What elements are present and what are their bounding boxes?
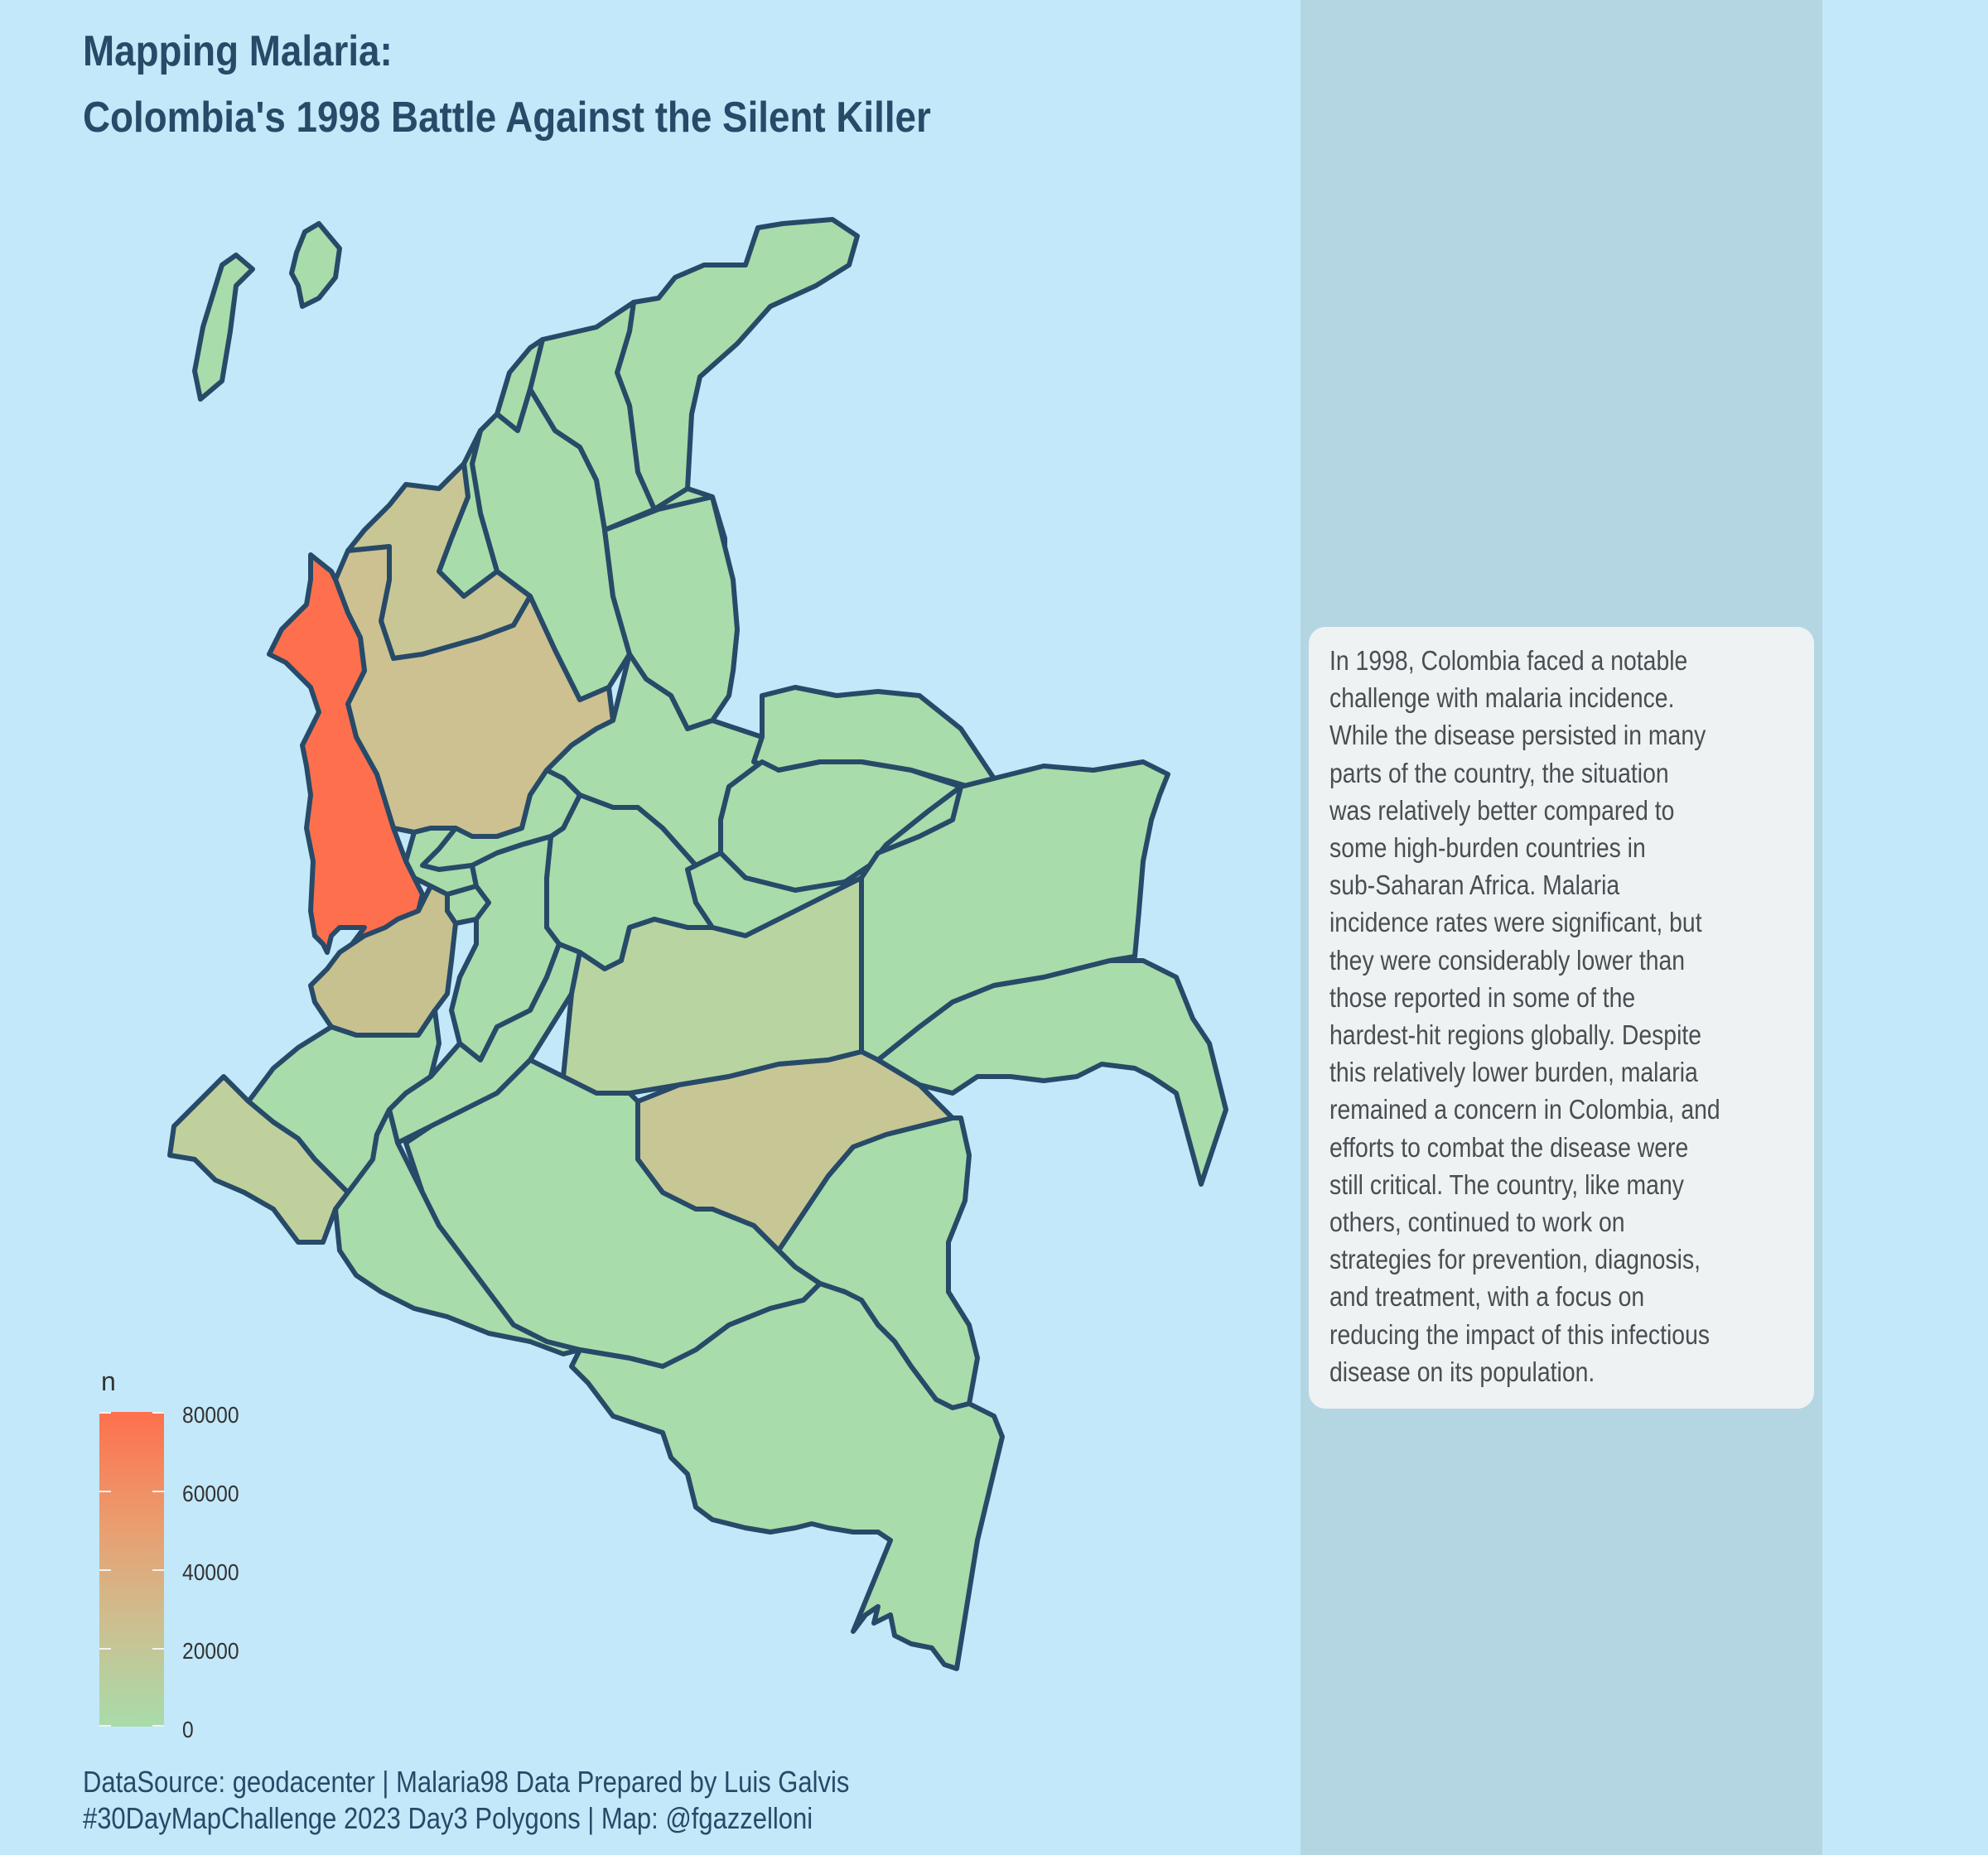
colombia-map	[167, 217, 1228, 1671]
region-choco	[267, 552, 425, 963]
note-line: reducing the impact of this infectious	[1329, 1318, 1711, 1350]
legend-tick-mark-left	[99, 1725, 111, 1727]
note-line: strategies for prevention, diagnosis,	[1329, 1244, 1701, 1275]
legend-tick-mark-right	[152, 1569, 164, 1571]
note-line: was relatively better compared to	[1329, 794, 1675, 826]
legend-tick-mark-right	[152, 1412, 164, 1414]
caption: DataSource: geodacenter | Malaria98 Data…	[83, 1764, 1242, 1837]
caption-line-1: DataSource: geodacenter | Malaria98 Data…	[83, 1765, 850, 1799]
region-amazonas	[569, 1281, 1005, 1671]
annotation-box: In 1998, Colombia faced a notable challe…	[1309, 627, 1814, 1409]
note-line: and treatment, with a focus on	[1329, 1281, 1645, 1313]
legend-tick-mark-left	[99, 1491, 111, 1492]
note-line: they were considerably lower than	[1329, 944, 1686, 976]
title-line-1: Mapping Malaria:	[83, 27, 393, 75]
region-narino	[167, 1074, 350, 1245]
caption-line-2: #30DayMapChallenge 2023 Day3 Polygons | …	[83, 1801, 813, 1835]
legend-title: n	[101, 1366, 116, 1396]
legend-tick-label: 40000	[182, 1559, 239, 1585]
note-line: remained a concern in Colombia, and	[1329, 1094, 1720, 1125]
legend-tick-mark-left	[99, 1569, 111, 1571]
note-line: disease on its population.	[1329, 1356, 1595, 1387]
note-line: those reported in some of the	[1329, 981, 1636, 1013]
note-line: challenge with malaria incidence.	[1329, 682, 1675, 714]
legend-color-bar	[99, 1412, 164, 1727]
region-providencia-island	[289, 221, 342, 309]
note-line: this relatively lower burden, malaria	[1329, 1057, 1698, 1088]
legend-tick-label: 20000	[182, 1638, 239, 1664]
region-san-andres-island	[192, 253, 255, 402]
note-line: hardest-hit regions globally. Despite	[1329, 1019, 1702, 1051]
note-line: parts of the country, the situation	[1329, 757, 1669, 788]
legend-tick-label: 0	[182, 1717, 194, 1742]
note-line: still critical. The country, like many	[1329, 1168, 1684, 1200]
region-guainia	[876, 958, 1228, 1187]
map-title: Mapping Malaria: Colombia's 1998 Battle …	[83, 18, 1242, 151]
legend-tick-label: 60000	[182, 1481, 239, 1506]
legend-tick-mark-right	[152, 1491, 164, 1492]
region-la-guajira	[615, 217, 860, 512]
note-line: sub-Saharan Africa. Malaria	[1329, 870, 1620, 901]
legend-tick-label: 80000	[182, 1402, 239, 1428]
note-line: While the disease persisted in many	[1329, 720, 1706, 751]
note-line: incidence rates were significant, but	[1329, 907, 1702, 938]
region-putumayo	[333, 1107, 582, 1356]
title-line-2: Colombia's 1998 Battle Against the Silen…	[83, 94, 931, 142]
legend-tick-mark-right	[152, 1725, 164, 1727]
legend-tick-mark-left	[99, 1648, 111, 1650]
legend-tick-mark-right	[152, 1648, 164, 1650]
color-legend: n 80000 60000 40000 20000 0	[99, 1366, 265, 1742]
note-line: others, continued to work on	[1329, 1207, 1625, 1238]
note-line: In 1998, Colombia faced a notable	[1329, 645, 1688, 676]
legend-tick-mark-left	[99, 1412, 111, 1414]
note-line: efforts to combat the disease were	[1329, 1131, 1689, 1163]
note-line: some high-burden countries in	[1329, 832, 1646, 864]
